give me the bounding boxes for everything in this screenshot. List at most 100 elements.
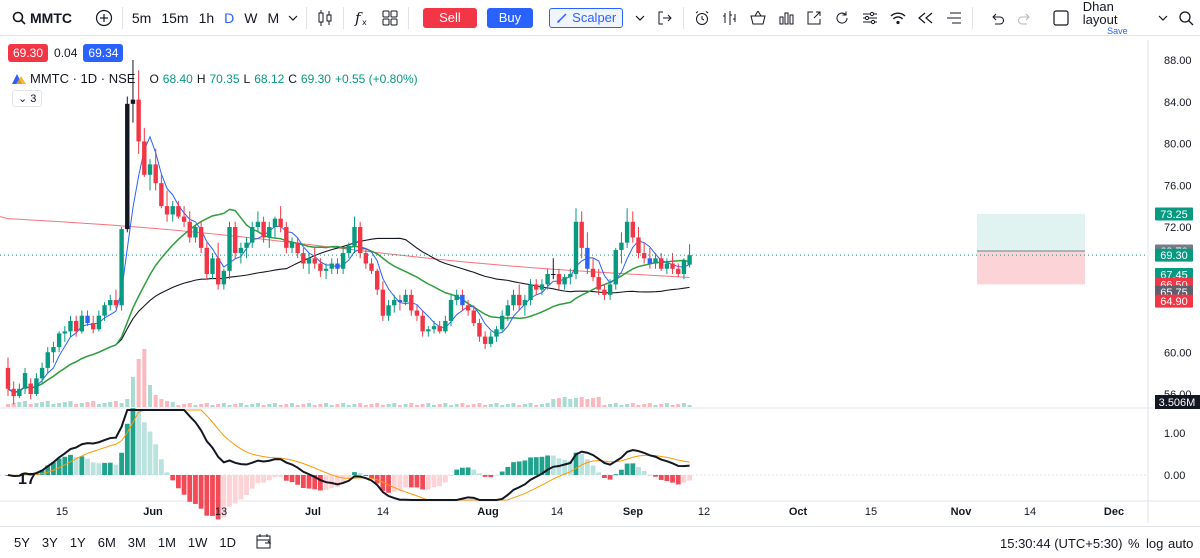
percent-toggle[interactable]: % [1128, 535, 1140, 551]
volume-bar [522, 404, 527, 407]
range-1m[interactable]: 1M [157, 535, 176, 550]
macd-histogram-bar [516, 461, 522, 475]
tf-1h[interactable]: 1h [198, 9, 215, 26]
volume-bar [148, 385, 152, 407]
volume-bar [358, 403, 363, 407]
macd-histogram-bar [164, 472, 170, 475]
volume-bar [267, 404, 272, 407]
tf-w[interactable]: W [244, 9, 258, 26]
candle-body [187, 221, 192, 238]
macd-tick-label: 0.00 [1164, 470, 1185, 482]
volume-bar [568, 399, 573, 407]
redo-button[interactable] [1011, 0, 1039, 36]
legend-close-label: C [288, 71, 297, 86]
macd-histogram-bar [181, 475, 187, 495]
tf-5m[interactable]: 5m [131, 9, 152, 26]
range-5y[interactable]: 5Y [14, 535, 30, 550]
range-3m[interactable]: 3M [127, 535, 146, 550]
candle-body [494, 329, 499, 337]
candle-body [659, 258, 664, 269]
candle-body [454, 294, 459, 301]
chevron-down-icon [635, 15, 645, 21]
macd-histogram-bar [437, 475, 443, 487]
macd-histogram-bar [590, 465, 596, 475]
candle-body [193, 227, 198, 238]
range-1y[interactable]: 1Y [69, 535, 86, 550]
bar-replay-button[interactable] [716, 0, 744, 36]
macd-histogram-bar [198, 475, 204, 509]
candle-body [573, 221, 579, 274]
reward-zone [977, 213, 1085, 252]
broadcast-button[interactable] [884, 0, 912, 36]
templates-button[interactable] [376, 0, 404, 36]
range-1d[interactable]: 1D [219, 535, 237, 550]
volume-bar [528, 403, 533, 407]
volume-bar [28, 404, 33, 407]
scalper-dropdown[interactable] [629, 0, 651, 36]
compare-button[interactable] [90, 0, 118, 36]
undo-button[interactable] [983, 0, 1011, 36]
price-tick-label: 76.00 [1164, 180, 1192, 192]
timeframe-dropdown[interactable] [284, 0, 302, 36]
volume-bar [505, 404, 510, 407]
legend-symbol[interactable]: MMTC · 1D · NSE [30, 71, 136, 86]
candle-body [233, 227, 238, 254]
sell-button[interactable]: Sell [423, 7, 477, 28]
buy-button[interactable]: Buy [486, 7, 534, 28]
rewind-button[interactable] [912, 0, 940, 36]
volume-bar [449, 405, 454, 407]
goto-date-button[interactable] [250, 533, 278, 552]
volume-bar [608, 404, 613, 407]
time-tick-label: Nov [951, 506, 973, 518]
macd-histogram-bar [567, 460, 573, 475]
menu-icon [946, 12, 961, 23]
tf-m[interactable]: M [267, 9, 280, 26]
quote-buy-price[interactable]: 69.34 [83, 44, 124, 62]
range-6m[interactable]: 6M [97, 535, 116, 550]
range-3y[interactable]: 3Y [41, 535, 58, 550]
volume-bar [466, 405, 471, 407]
layout-button[interactable]: Dhan layout Save [1075, 0, 1168, 36]
candle-body [136, 99, 141, 142]
exit-button[interactable] [651, 0, 679, 36]
indicators-collapse-button[interactable]: ⌄ 3 [12, 90, 43, 107]
candle-body [34, 378, 39, 394]
candle-body [318, 263, 323, 271]
time-tick-label: 15 [56, 506, 68, 518]
volume-bar [534, 405, 539, 407]
volume-bar [625, 404, 630, 407]
chart-type-button[interactable] [311, 0, 339, 36]
tf-d[interactable]: D [224, 9, 235, 26]
refresh-button[interactable] [828, 0, 856, 36]
range-1w[interactable]: 1W [187, 535, 208, 550]
option-chain-button[interactable] [772, 0, 800, 36]
volume-bar [108, 402, 113, 407]
candle-body [437, 326, 442, 332]
search-button[interactable] [1172, 0, 1200, 36]
tf-15m[interactable]: 15m [161, 9, 189, 26]
basket-button[interactable] [744, 0, 772, 36]
quote-sell-price[interactable]: 69.30 [8, 44, 49, 62]
menu-button[interactable] [940, 0, 968, 36]
log-toggle[interactable]: log [1146, 535, 1164, 551]
auto-toggle[interactable]: auto [1168, 535, 1194, 551]
chart-canvas[interactable]: 88.0084.0080.0076.0072.0060.0056.0073.25… [0, 37, 1200, 523]
macd-histogram-bar [528, 457, 533, 475]
popout-button[interactable] [800, 0, 828, 36]
price-badge-label: 69.30 [1160, 250, 1188, 262]
timezone-clock[interactable]: 15:30:44 (UTC+5:30) [1000, 535, 1123, 551]
symbol-search[interactable]: MMTC [0, 0, 78, 36]
candle-body [386, 305, 391, 316]
alert-button[interactable] [688, 0, 716, 36]
candle-body [255, 221, 261, 227]
sliders-icon [862, 11, 877, 24]
scalper-button[interactable]: Scalper [549, 7, 624, 28]
candle-body [681, 260, 687, 274]
volume-bar [85, 402, 90, 407]
settings-button[interactable] [856, 0, 884, 36]
candle-body [295, 242, 300, 254]
candle-body [227, 227, 232, 271]
candle-body [284, 227, 289, 248]
fullscreen-button[interactable] [1047, 0, 1075, 36]
